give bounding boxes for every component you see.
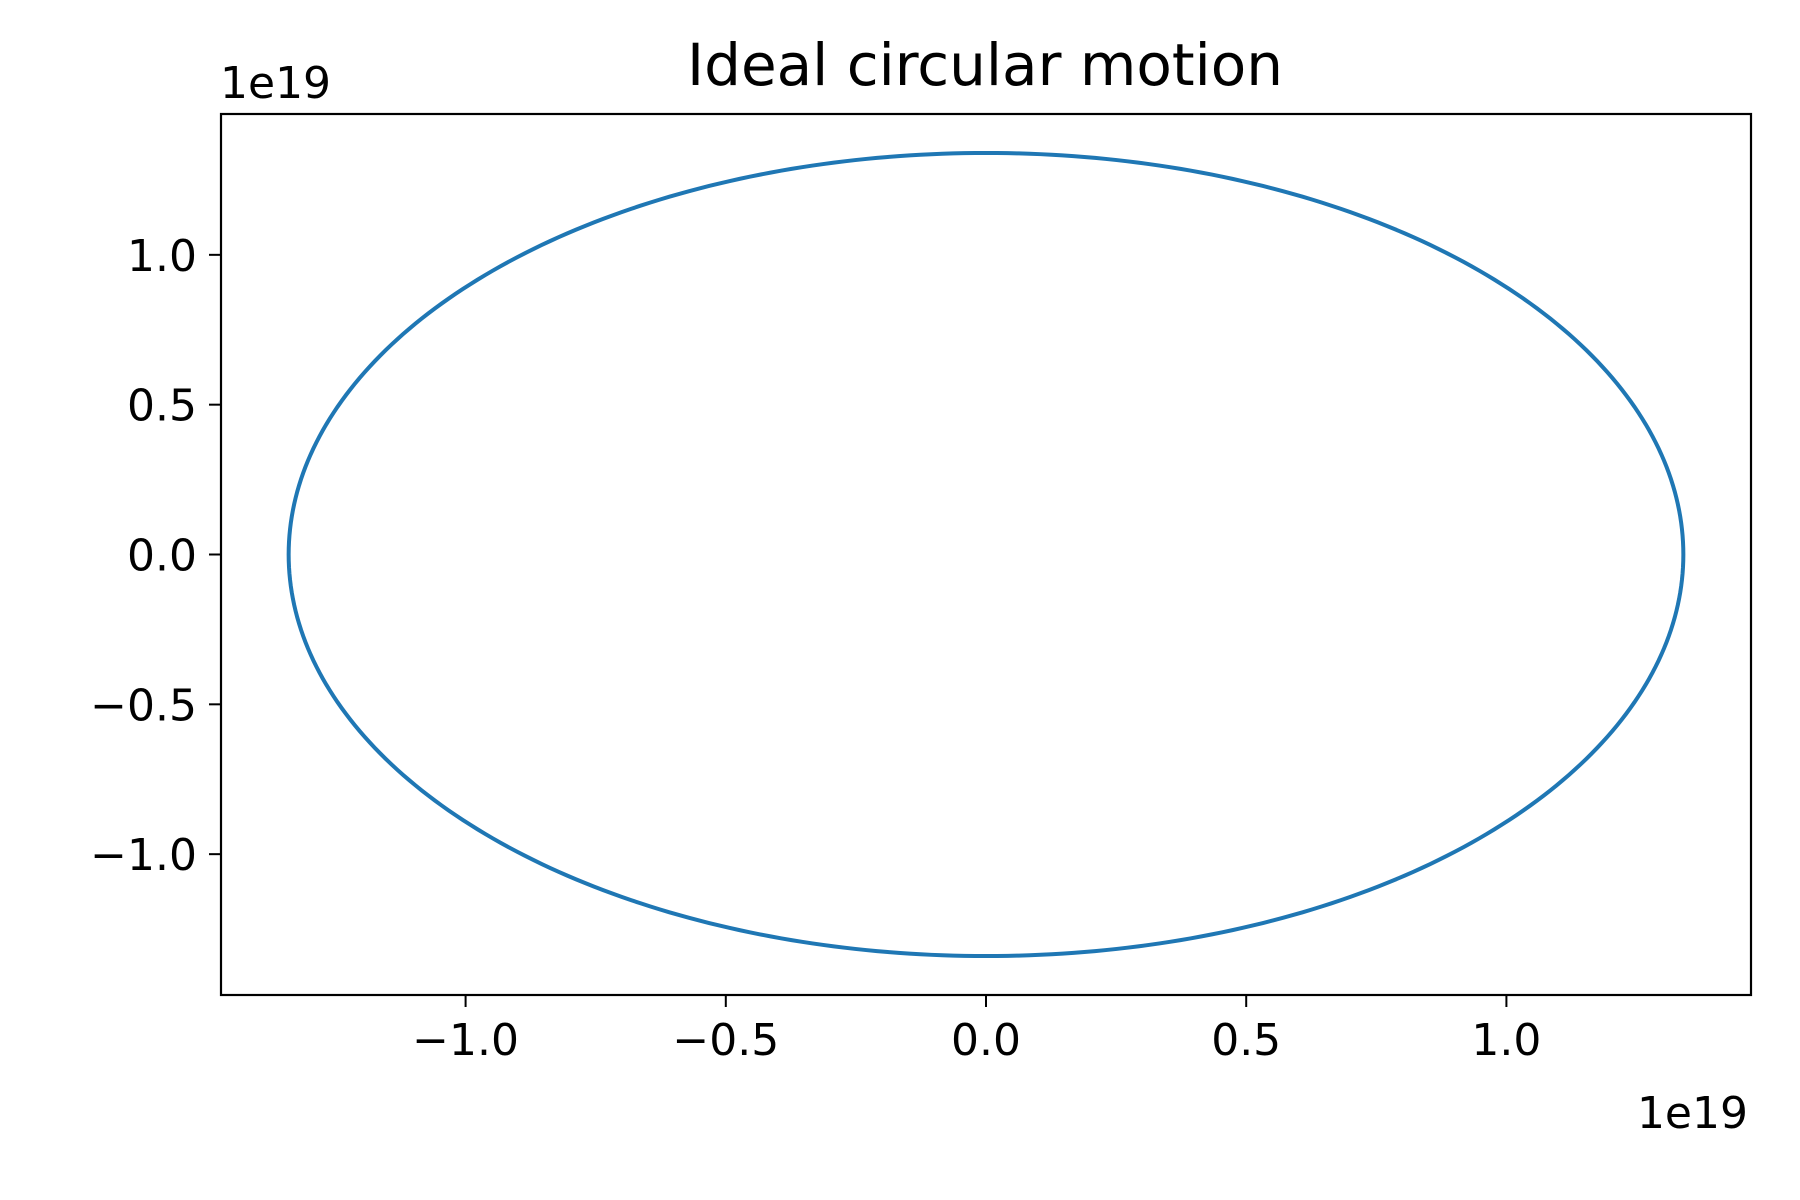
y-tick-label: 0.0 xyxy=(127,531,197,582)
series-line-orbit xyxy=(289,153,1684,956)
x-offset-label: 1e19 xyxy=(1637,1088,1748,1139)
y-tick-label: −1.0 xyxy=(90,830,197,881)
x-tick-label: −1.0 xyxy=(412,1015,519,1066)
y-tick-label: 0.5 xyxy=(127,381,197,432)
chart-title: Ideal circular motion xyxy=(687,31,1283,99)
y-offset-label: 1e19 xyxy=(220,58,331,109)
x-tick-label: 1.0 xyxy=(1471,1015,1541,1066)
y-tick-label: 1.0 xyxy=(127,231,197,282)
x-tick-label: −0.5 xyxy=(672,1015,779,1066)
y-tick-label: −0.5 xyxy=(90,680,197,731)
x-tick-label: 0.5 xyxy=(1211,1015,1281,1066)
x-tick-label: 0.0 xyxy=(951,1015,1021,1066)
plot-area: −1.0 −0.5 0.0 0.5 1.0 −1.0 −0.5 0.0 0.5 1.0 xyxy=(90,114,1751,1066)
plot-frame xyxy=(221,114,1751,995)
